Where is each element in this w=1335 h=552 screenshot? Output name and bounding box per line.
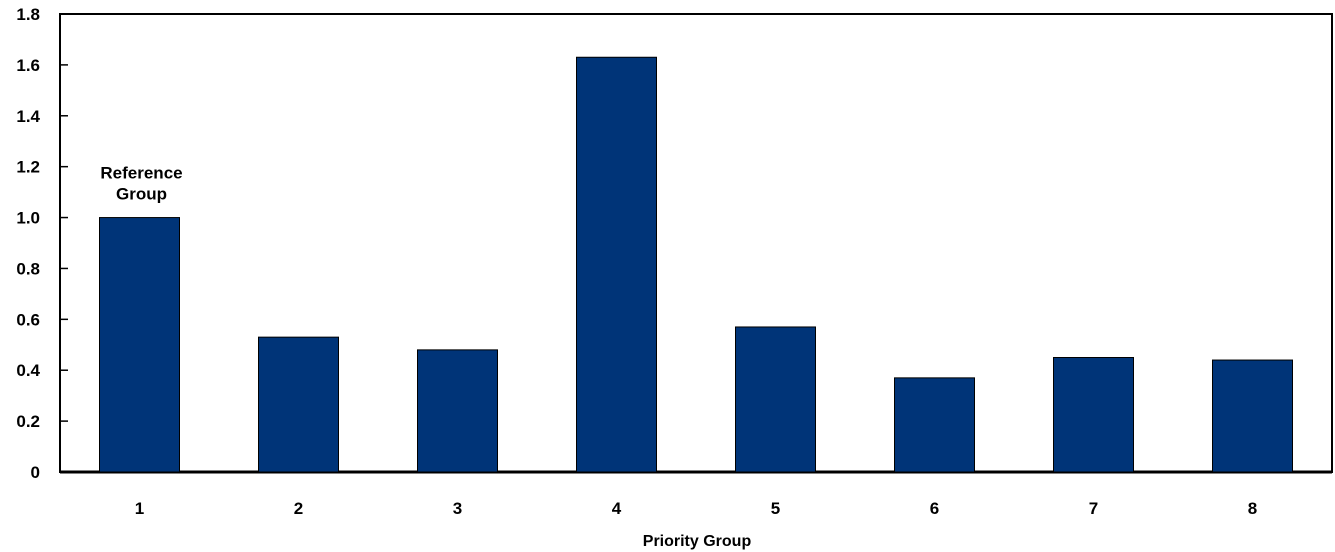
x-tick-label: 6 xyxy=(930,499,939,518)
annotation-line: Reference xyxy=(100,164,182,183)
y-tick-label: 1.0 xyxy=(16,209,40,228)
x-axis-title: Priority Group xyxy=(643,533,752,550)
bar-7 xyxy=(1053,357,1134,473)
y-tick-label: 0.8 xyxy=(16,259,40,278)
x-tick-label: 3 xyxy=(453,499,462,518)
plot-border xyxy=(59,13,1333,473)
x-tick-label: 2 xyxy=(294,499,303,518)
bar-3 xyxy=(417,349,498,473)
reference-group-annotation: Reference Group xyxy=(100,164,182,204)
y-tick-label: 0.6 xyxy=(16,310,40,329)
y-tick-label: 1.8 xyxy=(16,5,40,24)
annotation-line: Group xyxy=(116,185,167,204)
y-tick-label: 0.4 xyxy=(16,361,40,380)
y-tick-label: 0 xyxy=(31,463,40,482)
y-tick-label: 1.6 xyxy=(16,56,40,75)
y-tick-label: 0.2 xyxy=(16,412,40,431)
bar-series xyxy=(99,56,1293,473)
x-axis: 1 2 3 4 5 6 7 8 xyxy=(135,499,1257,518)
x-tick-label: 5 xyxy=(771,499,780,518)
x-tick-label: 1 xyxy=(135,499,144,518)
x-tick-label: 8 xyxy=(1248,499,1257,518)
x-tick-label: 7 xyxy=(1089,499,1098,518)
plot-frame xyxy=(59,13,1333,474)
bar-4 xyxy=(576,56,657,473)
x-tick-label: 4 xyxy=(612,499,622,518)
bar-8 xyxy=(1212,359,1293,473)
y-tick-label: 1.2 xyxy=(16,158,40,177)
bar-5 xyxy=(735,326,816,473)
y-tick-label: 1.4 xyxy=(16,107,40,126)
bar-1 xyxy=(99,217,180,473)
bar-2 xyxy=(258,336,339,473)
y-axis: 0 0.2 0.4 0.6 0.8 1.0 1.2 1.4 1.6 1.8 xyxy=(16,5,68,482)
bar-6 xyxy=(894,377,975,473)
